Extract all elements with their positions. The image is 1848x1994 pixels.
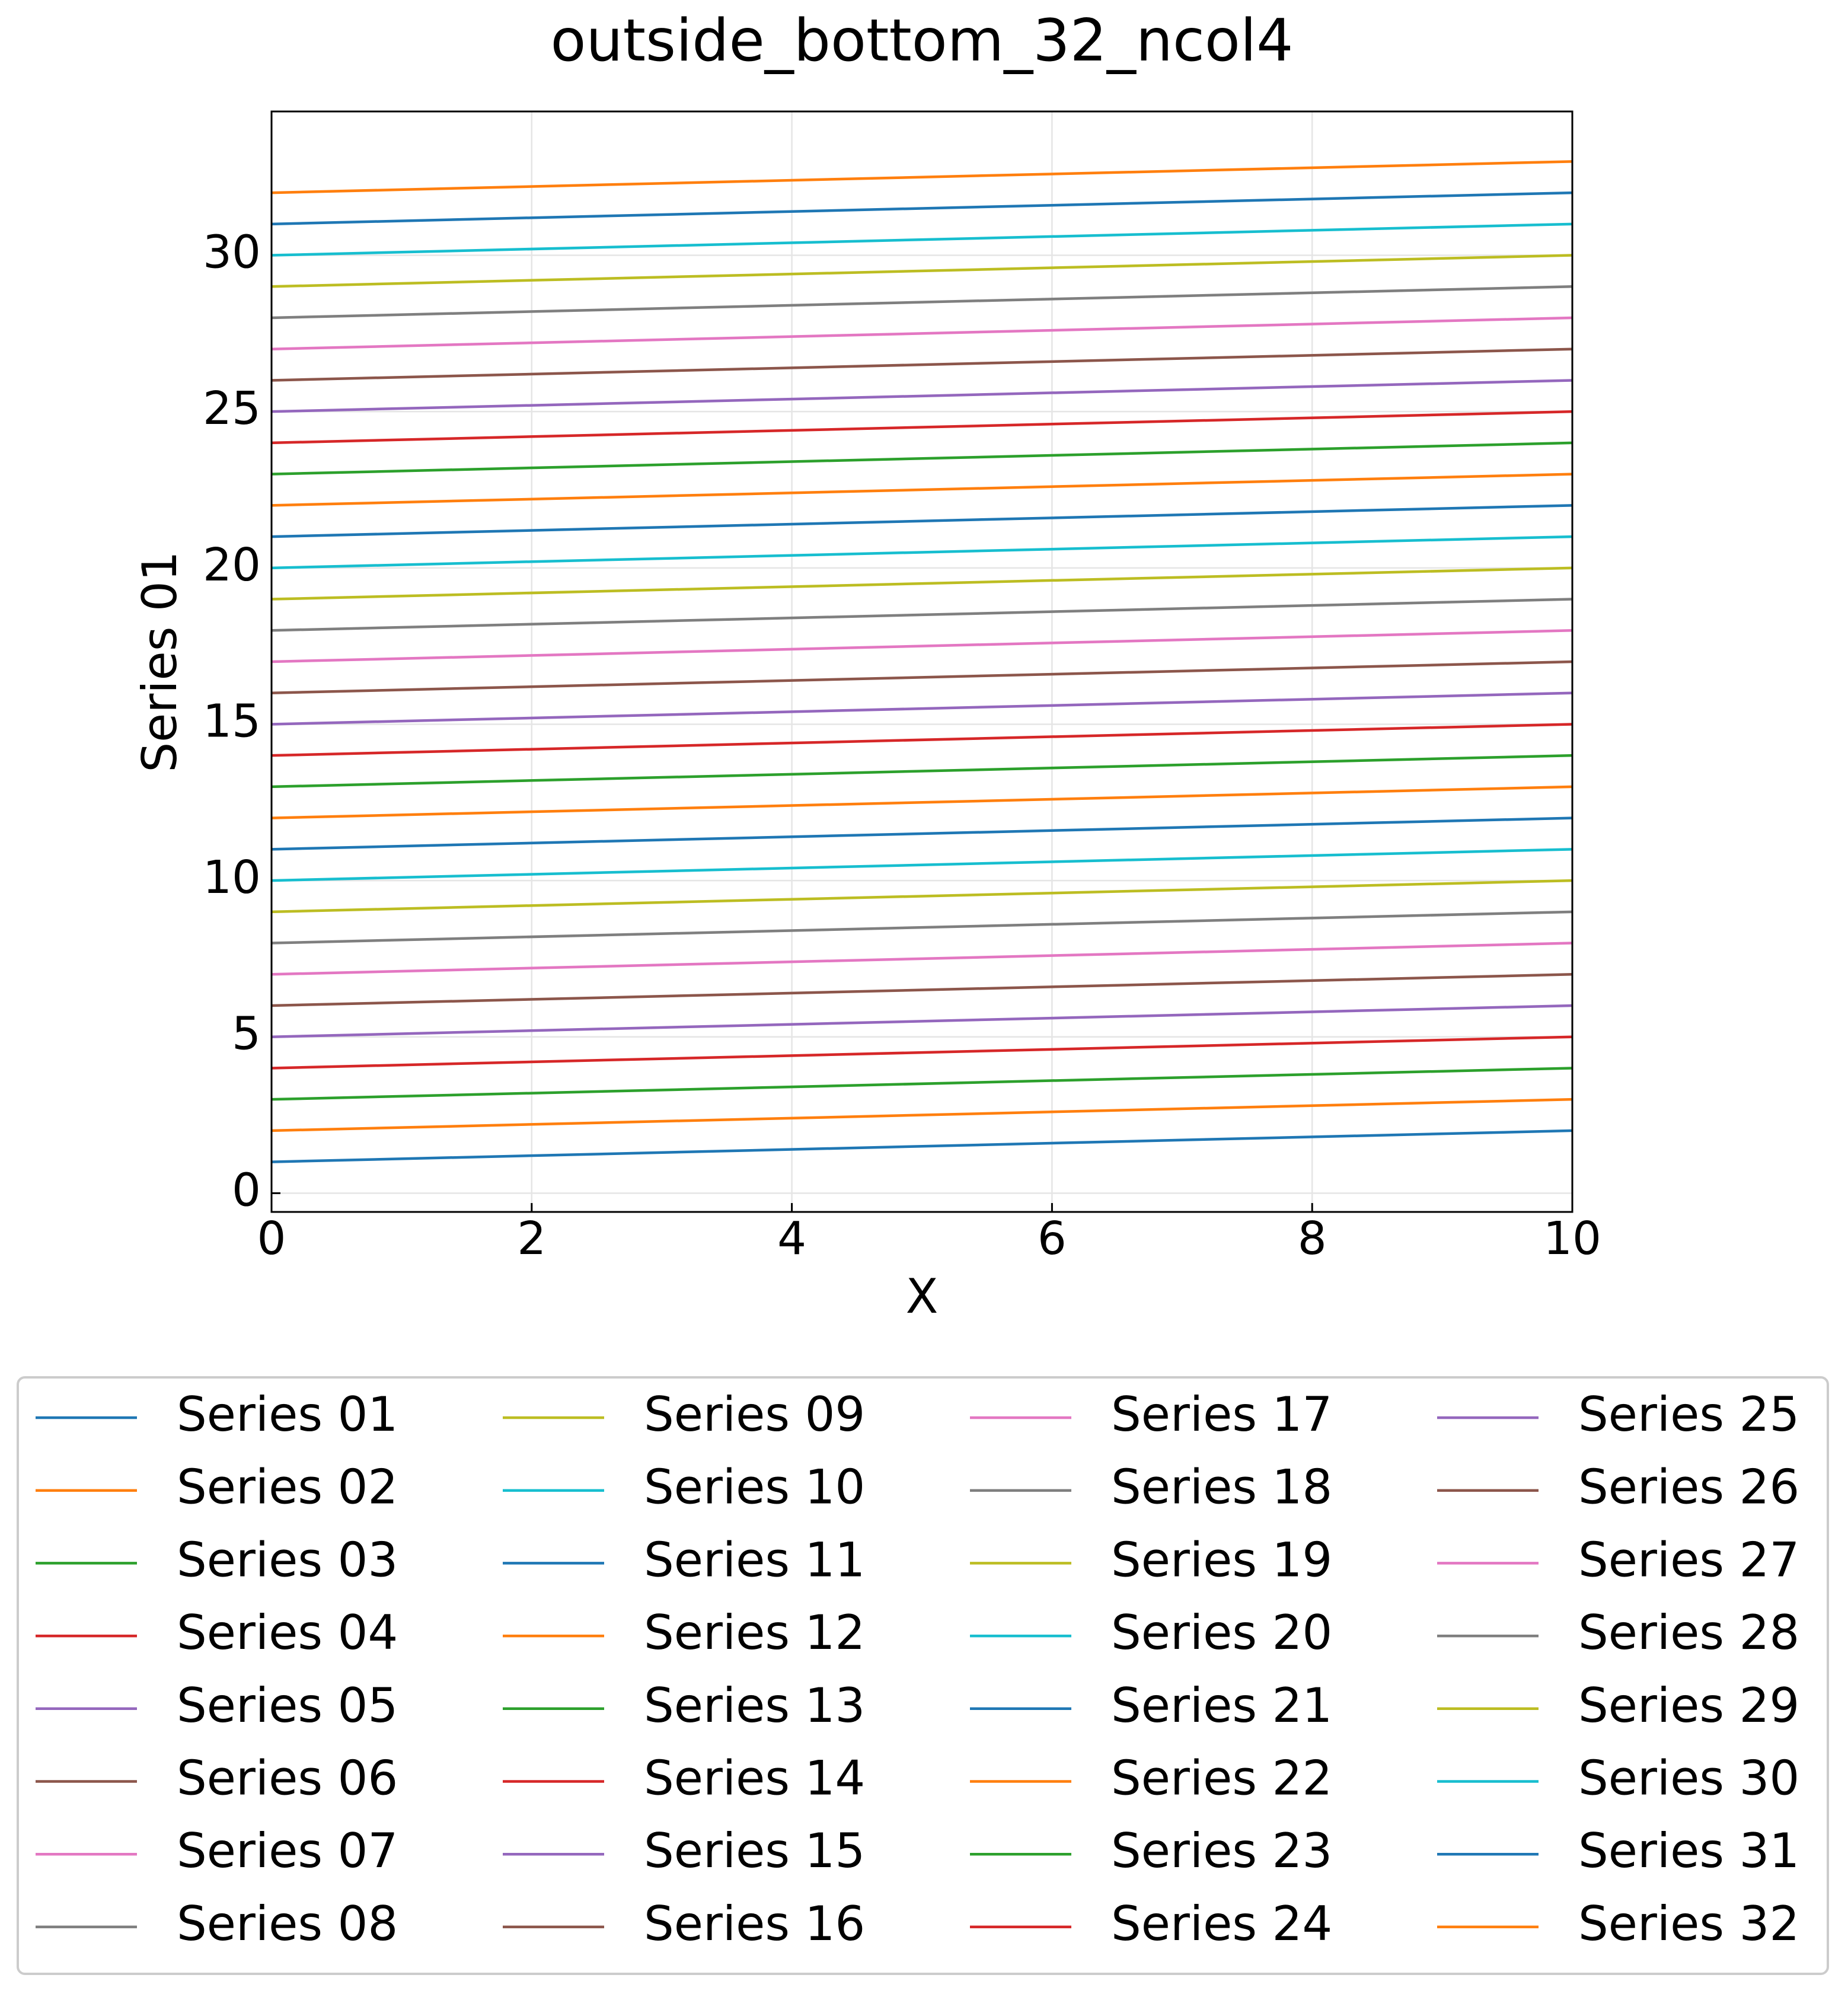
- y-tick-label: 15: [203, 695, 261, 748]
- y-tick-label: 5: [232, 1008, 261, 1061]
- legend-label: Series 17: [1111, 1387, 1332, 1442]
- y-axis-label: Series 01: [132, 551, 187, 772]
- series-line: [271, 254, 1573, 288]
- series-line: [271, 754, 1573, 789]
- legend-label: Series 19: [1111, 1532, 1332, 1587]
- legend-label: Series 26: [1578, 1460, 1799, 1515]
- legend-label: Series 08: [177, 1896, 398, 1951]
- legend-label: Series 01: [177, 1387, 398, 1442]
- x-tick-label: 0: [257, 1213, 286, 1265]
- legend-label: Series 25: [1578, 1387, 1799, 1442]
- series-line: [271, 785, 1573, 819]
- y-tick-label: 30: [203, 226, 261, 279]
- x-tick-label: 8: [1298, 1213, 1327, 1265]
- x-tick-label: 2: [517, 1213, 546, 1265]
- legend-label: Series 30: [1578, 1750, 1799, 1805]
- series-line: [271, 191, 1573, 226]
- series-line: [271, 723, 1573, 757]
- series-line: [271, 660, 1573, 694]
- x-axis-label: X: [906, 1269, 939, 1324]
- legend-label: Series 29: [1578, 1678, 1799, 1733]
- legend-label: Series 28: [1578, 1605, 1799, 1660]
- legend-box: [17, 1376, 1829, 1975]
- legend-label: Series 14: [644, 1750, 865, 1805]
- legend-label: Series 09: [644, 1387, 865, 1442]
- legend-label: Series 23: [1111, 1823, 1332, 1878]
- y-tick-label: 10: [203, 851, 261, 904]
- legend-label: Series 11: [644, 1532, 865, 1587]
- series-line: [271, 285, 1573, 320]
- y-tick-label: 25: [203, 382, 261, 435]
- legend-label: Series 24: [1111, 1896, 1332, 1951]
- legend-label: Series 12: [644, 1605, 865, 1660]
- legend-label: Series 22: [1111, 1750, 1332, 1805]
- legend-label: Series 27: [1578, 1532, 1799, 1587]
- series-line: [271, 222, 1573, 257]
- legend-label: Series 32: [1578, 1896, 1799, 1951]
- legend-label: Series 03: [177, 1532, 398, 1587]
- series-line: [271, 441, 1573, 476]
- chart-title: outside_bottom_32_ncol4: [551, 7, 1294, 75]
- legend-label: Series 16: [644, 1896, 865, 1951]
- legend-label: Series 07: [177, 1823, 398, 1878]
- series-line: [271, 347, 1573, 382]
- series-line: [271, 379, 1573, 413]
- legend-label: Series 31: [1578, 1823, 1799, 1878]
- series-line: [271, 473, 1573, 507]
- series-line: [271, 598, 1573, 632]
- series-line: [271, 566, 1573, 601]
- series-line: [271, 973, 1573, 1007]
- series-line: [271, 910, 1573, 945]
- legend-label: Series 10: [644, 1460, 865, 1515]
- legend-label: Series 02: [177, 1460, 398, 1515]
- x-tick-label: 6: [1038, 1213, 1067, 1265]
- series-line: [271, 1067, 1573, 1101]
- series-line: [271, 1035, 1573, 1070]
- series-line: [271, 160, 1573, 194]
- legend-label: Series 18: [1111, 1460, 1332, 1515]
- legend-label: Series 13: [644, 1678, 865, 1733]
- series-line: [271, 1004, 1573, 1038]
- x-tick-label: 10: [1543, 1213, 1601, 1265]
- series-line: [271, 1129, 1573, 1163]
- legend-label: Series 05: [177, 1678, 398, 1733]
- series-line: [271, 629, 1573, 663]
- legend-label: Series 06: [177, 1750, 398, 1805]
- series-line: [271, 691, 1573, 726]
- series-line: [271, 316, 1573, 350]
- y-tick-label: 0: [232, 1164, 261, 1217]
- plot-frame: [270, 110, 1573, 1213]
- x-tick-label: 4: [777, 1213, 806, 1265]
- legend-label: Series 04: [177, 1605, 398, 1660]
- series-line: [271, 816, 1573, 851]
- series-line: [271, 879, 1573, 914]
- legend-label: Series 21: [1111, 1678, 1332, 1733]
- series-line: [271, 504, 1573, 538]
- series-line: [271, 1098, 1573, 1132]
- series-line: [271, 535, 1573, 570]
- series-line: [271, 942, 1573, 976]
- series-line: [271, 848, 1573, 882]
- series-line: [271, 410, 1573, 445]
- legend-label: Series 20: [1111, 1605, 1332, 1660]
- y-tick-label: 20: [203, 539, 261, 592]
- legend-label: Series 15: [644, 1823, 865, 1878]
